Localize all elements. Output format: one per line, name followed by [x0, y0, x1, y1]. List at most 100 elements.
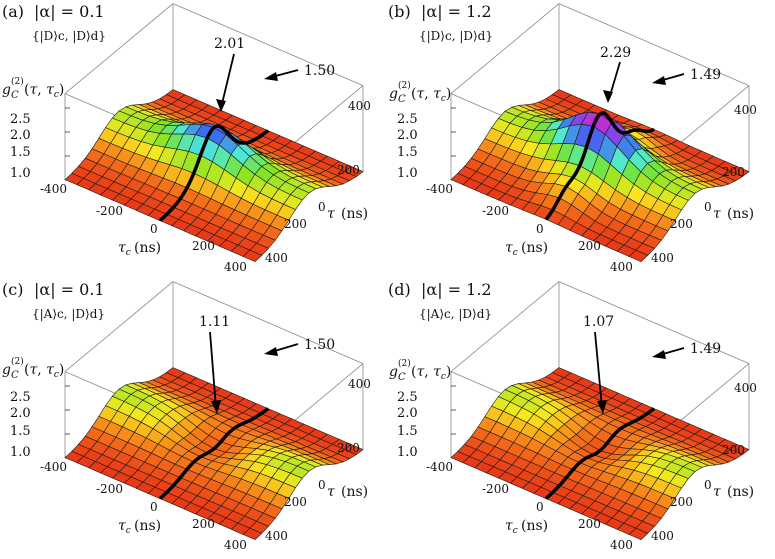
- y-tick: 200: [337, 163, 360, 177]
- surface-cell: [628, 527, 649, 540]
- box-edge: [450, 3, 560, 94]
- y-tick: 200: [670, 217, 693, 231]
- y-tick: 0: [318, 200, 326, 214]
- y-tick: 200: [284, 217, 307, 231]
- z-tick: 2.5: [10, 112, 31, 127]
- z-tick: 2.0: [10, 406, 31, 421]
- y-tick: 400: [265, 251, 288, 265]
- z-ticks: 2.5 2.0 1.5 1.0: [10, 390, 31, 460]
- svg-text:(2): (2): [11, 356, 24, 367]
- svg-text:(τ, τc): (τ, τc): [411, 364, 451, 382]
- svg-text:g: g: [389, 86, 398, 102]
- z-tick: 2.0: [397, 128, 418, 143]
- x-tick: -400: [426, 182, 453, 196]
- y-tick: 0: [318, 478, 326, 492]
- x-tick: 400: [224, 538, 247, 552]
- y-tick: 200: [337, 441, 360, 455]
- svg-text:C: C: [11, 90, 19, 101]
- panel-subtitle: {|D⟩c, |D⟩d}: [32, 29, 106, 43]
- svg-text:(2): (2): [398, 80, 411, 91]
- y-tick: 400: [734, 381, 757, 395]
- svg-text:τ: τ: [713, 206, 721, 222]
- box-edge: [558, 3, 750, 86]
- y-label: τ (ns): [327, 484, 368, 500]
- z-tick: 1.0: [397, 166, 418, 181]
- panel-c: (c) |α| = 0.1 {|A⟩c, |D⟩d} g C (2) (τ, τ…: [2, 280, 371, 552]
- surface-cell: [628, 249, 649, 262]
- x-ticks: -400 -200 0 200 400: [40, 182, 247, 274]
- zlabel: g C (2) (τ, τc): [389, 358, 451, 383]
- panel-subtitle: {|D⟩c, |D⟩d}: [419, 29, 493, 43]
- box-edge: [450, 281, 560, 372]
- y-ticks: 400 200 0 200 400: [265, 99, 371, 265]
- box-edge: [64, 281, 174, 372]
- z-tick: 1.0: [397, 445, 418, 460]
- y-label: τ (ns): [713, 206, 754, 222]
- zlabel: g C (2) (τ, τc): [2, 76, 64, 101]
- y-tick: 0: [704, 200, 712, 214]
- x-tick: 400: [610, 260, 633, 274]
- svg-text:(ns): (ns): [727, 484, 754, 500]
- x-tick: -200: [482, 204, 509, 218]
- y-ticks: 400 200 0 200 400: [265, 377, 371, 543]
- ridge-arrow-head: [652, 350, 666, 359]
- svg-text:τ: τ: [327, 206, 335, 222]
- z-tick: 1.0: [10, 445, 31, 460]
- svg-text:g: g: [2, 362, 11, 378]
- y-ticks: 400 200 0 200 400: [651, 103, 757, 265]
- peak-arrow-head: [603, 90, 613, 103]
- y-tick: 400: [734, 103, 757, 117]
- zlabel: g C (2) (τ, τc): [389, 80, 451, 105]
- x-ticks: -400 -200 0 200 400: [426, 182, 633, 274]
- panel-subtitle: {|A⟩c, |D⟩d}: [32, 307, 105, 321]
- z-tick: 1.5: [397, 145, 418, 160]
- ridge-annotation: 1.49: [690, 67, 721, 83]
- surface: [450, 89, 750, 262]
- svg-text:(ns): (ns): [134, 240, 161, 256]
- x-label: τc (ns): [118, 518, 161, 536]
- svg-text:τ: τ: [327, 484, 335, 500]
- svg-text:C: C: [398, 372, 406, 383]
- panel-title: |α| = 0.1: [34, 280, 105, 299]
- y-ticks: 400 200 0 200 400: [651, 381, 757, 543]
- svg-text:τc: τc: [118, 518, 131, 536]
- z-tick: 2.5: [397, 112, 418, 127]
- y-tick: 400: [348, 377, 371, 391]
- box-edge: [172, 3, 364, 86]
- x-label: τc (ns): [505, 518, 548, 536]
- svg-text:C: C: [11, 370, 19, 381]
- ridge-arrow-head: [264, 72, 278, 81]
- x-tick: 200: [192, 239, 215, 253]
- x-tick: 200: [578, 239, 601, 253]
- panel-title: |α| = 1.2: [421, 280, 492, 299]
- y-tick: 400: [265, 529, 288, 543]
- svg-text:C: C: [398, 94, 406, 105]
- z-tick: 1.5: [397, 424, 418, 439]
- x-ticks: -400 -200 0 200 400: [426, 460, 633, 552]
- svg-text:(τ, τc): (τ, τc): [24, 362, 64, 380]
- panel-b: (b) |α| = 1.2 {|D⟩c, |D⟩d} g C (2) (τ, τ…: [388, 2, 757, 274]
- panel-label: (d): [388, 280, 411, 299]
- svg-text:(ns): (ns): [727, 206, 754, 222]
- peak-arrow: [594, 331, 603, 409]
- svg-text:(ns): (ns): [521, 518, 548, 534]
- box-edge: [64, 3, 174, 94]
- x-tick: 0: [536, 500, 544, 514]
- y-tick: 200: [284, 495, 307, 509]
- z-tick: 2.0: [397, 406, 418, 421]
- ridge-curve: [544, 111, 655, 221]
- peak-annotation: 2.29: [600, 45, 631, 61]
- x-tick: 0: [150, 222, 158, 236]
- ridge-curve: [158, 124, 270, 222]
- x-tick: -400: [40, 460, 67, 474]
- x-tick: -200: [96, 482, 123, 496]
- y-tick: 0: [704, 478, 712, 492]
- svg-text:τc: τc: [118, 240, 131, 258]
- panel-label: (b): [388, 2, 411, 21]
- peak-arrow: [209, 331, 217, 409]
- svg-text:(τ, τc): (τ, τc): [24, 82, 64, 100]
- z-tick: 2.5: [397, 390, 418, 405]
- svg-text:(2): (2): [11, 76, 24, 87]
- ridge-curve: [158, 407, 270, 500]
